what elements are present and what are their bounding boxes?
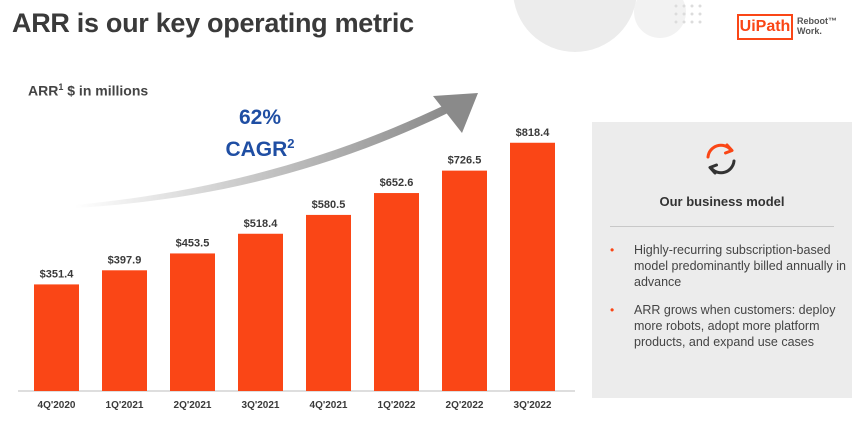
decor-circle-small [634, 0, 686, 38]
panel-divider [610, 226, 834, 227]
bar-4 [306, 214, 351, 391]
data-label-3: $518.4 [244, 218, 279, 230]
cagr-value: 62% [238, 106, 282, 129]
business-model-panel: Our business model • Highly-recurring sub… [592, 122, 852, 398]
x-tick-label-0: 4Q'2020 [38, 400, 76, 411]
decor-circle-large [513, 0, 637, 52]
x-tick-label-6: 2Q'2022 [446, 400, 484, 411]
x-tick-label-7: 3Q'2022 [514, 400, 552, 411]
x-tick-label-5: 1Q'2022 [378, 400, 416, 411]
subtitle-arr: ARR [28, 82, 59, 99]
bar-0 [34, 284, 79, 391]
panel-heading: Our business model [659, 194, 785, 209]
data-label-2: $453.5 [176, 237, 210, 249]
slide-title: ARR is our key operating metric [12, 8, 414, 38]
cagr-label: CAGR [225, 138, 288, 161]
bar-7 [510, 142, 555, 391]
logo-wordmark: UiPath [737, 14, 793, 40]
logo-tm: ™ [828, 16, 837, 26]
data-label-6: $726.5 [448, 155, 482, 167]
bullet-text: Highly-recurring subscription-based mode… [634, 243, 846, 289]
growth-arrow-head [433, 93, 478, 133]
x-tick-label-3: 3Q'2021 [242, 400, 280, 411]
data-label-4: $580.5 [312, 199, 346, 211]
data-label-1: $397.9 [108, 254, 142, 266]
x-tick-label-1: 1Q'2021 [106, 400, 144, 411]
logo-tagline: Reboot™ Work. [797, 16, 845, 36]
logo-tagline-line2: Work. [797, 26, 822, 36]
data-label-0: $351.4 [40, 268, 75, 280]
bar-3 [238, 233, 283, 391]
arr-bar-chart: $351.4 4Q'2020 $397.9 1Q'2021 $453.5 2Q'2021 $… [18, 93, 575, 411]
bar-2 [170, 253, 215, 391]
bullet-text: ARR grows when customers: deploy more ro… [634, 303, 836, 349]
panel-bullet-list: • Highly-recurring subscription-based mod… [606, 242, 846, 362]
chart-subtitle: ARR1 $ in millions [28, 82, 148, 99]
background-circles [513, 0, 702, 52]
list-item: • ARR grows when customers: deploy more r… [606, 302, 846, 350]
subtitle-units: $ in millions [63, 82, 149, 99]
refresh-cycle-icon [706, 143, 736, 175]
x-tick-label-4: 4Q'2021 [310, 400, 348, 411]
subtitle-footnote: 1 [58, 82, 64, 92]
logo-tagline-line1: Reboot [797, 16, 828, 26]
cagr-footnote: 2 [287, 136, 295, 151]
data-label-5: $652.6 [380, 177, 414, 189]
cagr-callout: 62% CAGR2 [210, 105, 310, 163]
bar-6 [442, 170, 487, 391]
x-tick-label-2: 2Q'2021 [174, 400, 212, 411]
bullet-icon: • [610, 303, 615, 317]
uipath-logo: UiPath Reboot™ Work. [737, 14, 847, 44]
list-item: • Highly-recurring subscription-based mod… [606, 242, 846, 290]
data-label-7: $818.4 [516, 127, 551, 139]
bullet-icon: • [610, 243, 615, 257]
decor-dot-grid [674, 4, 702, 24]
cagr-label-wrap: CAGR2 [210, 131, 310, 163]
bar-5 [374, 193, 419, 391]
bar-1 [102, 270, 147, 391]
